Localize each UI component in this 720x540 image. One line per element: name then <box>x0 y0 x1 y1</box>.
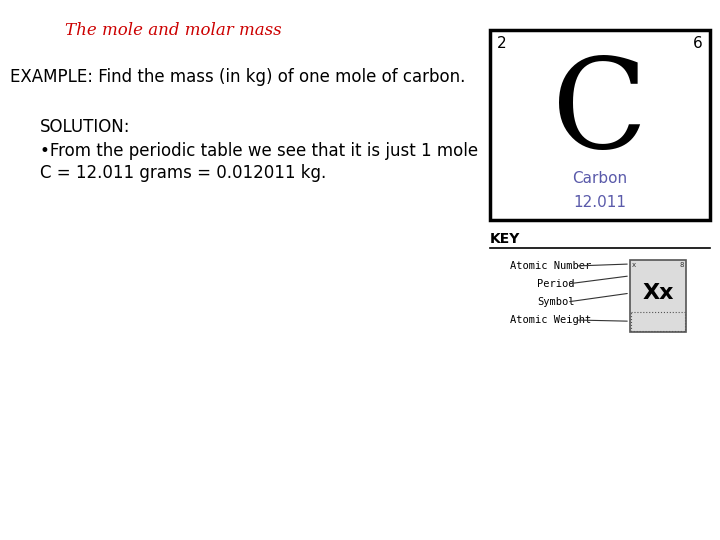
Text: The mole and molar mass: The mole and molar mass <box>65 22 282 39</box>
Text: EXAMPLE: Find the mass (in kg) of one mole of carbon.: EXAMPLE: Find the mass (in kg) of one mo… <box>10 68 465 86</box>
Text: SOLUTION:: SOLUTION: <box>40 118 130 136</box>
Text: x: x <box>632 262 636 268</box>
Text: •From the periodic table we see that it is just 1 mole: •From the periodic table we see that it … <box>40 142 478 160</box>
Bar <box>631 312 685 330</box>
Bar <box>630 260 686 332</box>
Text: Period: Period <box>537 279 575 289</box>
Text: 2: 2 <box>497 36 507 51</box>
Text: 12.011: 12.011 <box>574 195 626 211</box>
Text: Atomic Weight: Atomic Weight <box>510 315 591 325</box>
Text: Symbol: Symbol <box>537 297 575 307</box>
Bar <box>490 30 710 220</box>
Text: C: C <box>552 53 648 174</box>
Text: 8: 8 <box>680 262 684 268</box>
Text: Carbon: Carbon <box>572 171 628 186</box>
Text: Xx: Xx <box>642 283 674 303</box>
Text: C = 12.011 grams = 0.012011 kg.: C = 12.011 grams = 0.012011 kg. <box>40 164 326 182</box>
Text: Atomic Number: Atomic Number <box>510 261 591 271</box>
Text: 6: 6 <box>693 36 703 51</box>
Text: KEY: KEY <box>490 232 521 246</box>
